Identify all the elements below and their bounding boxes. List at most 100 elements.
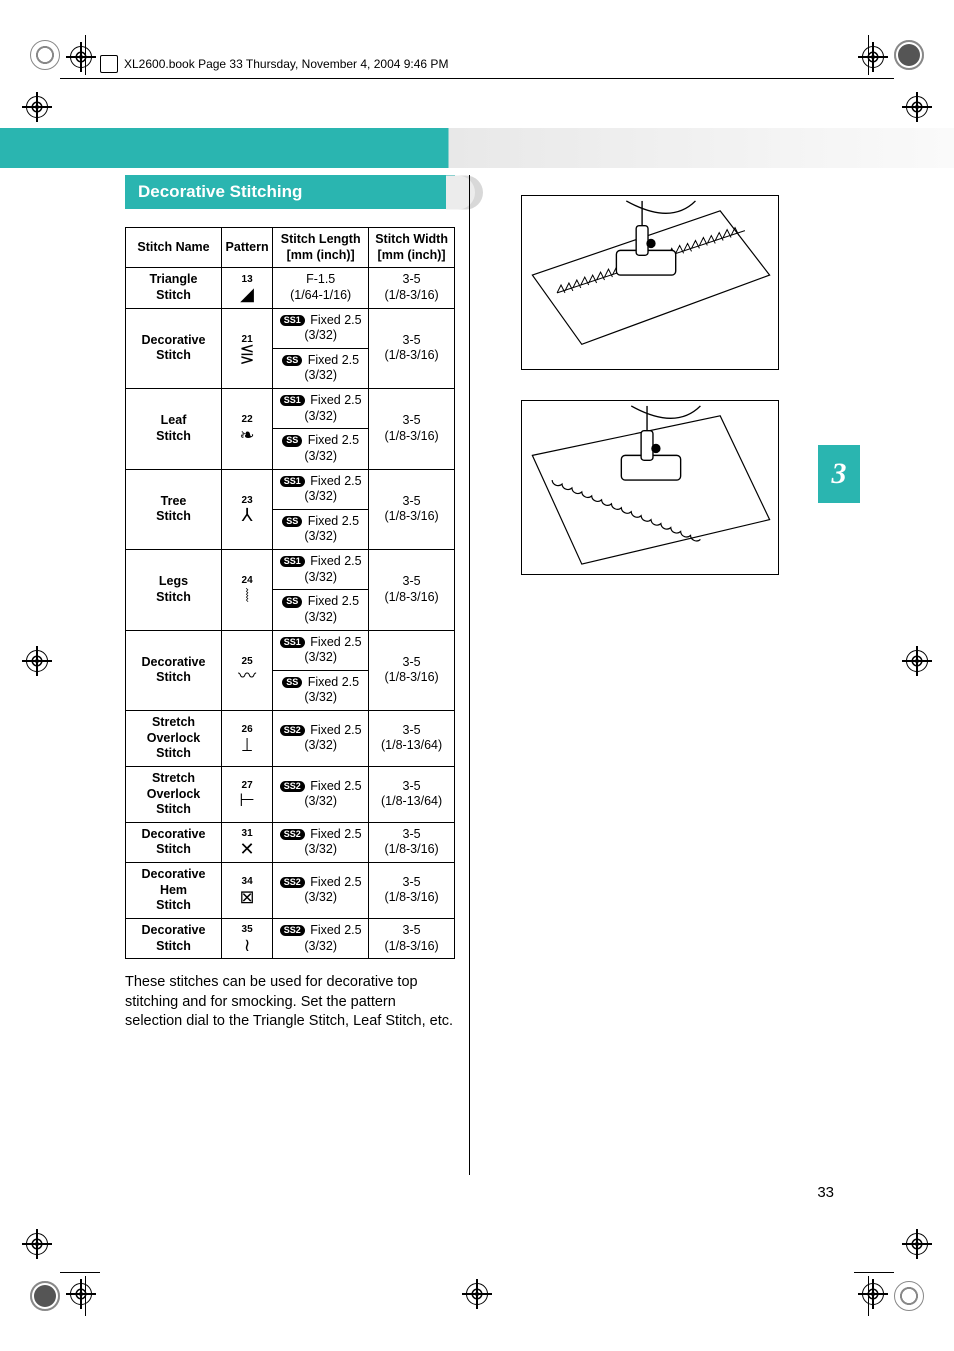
stitch-name: TreeStitch: [126, 469, 222, 550]
stitch-name: DecorativeStitch: [126, 822, 222, 862]
title-tail-icon: [446, 175, 486, 210]
length-cell: SS2 Fixed 2.5(3/32): [273, 918, 369, 958]
length-cell: SS1 Fixed 2.5(3/32): [273, 389, 369, 429]
table-row: DecorativeStitch31✕SS2 Fixed 2.5(3/32)3-…: [126, 822, 455, 862]
width-cell: 3-5(1/8-3/16): [369, 822, 455, 862]
pattern-cell: 31✕: [222, 822, 273, 862]
table-row: DecorativeStitch25〰SS1 Fixed 2.5(3/32)3-…: [126, 630, 455, 670]
registration-mark: [862, 1283, 884, 1305]
illustration-2: [521, 400, 779, 575]
length-cell: SS Fixed 2.5(3/32): [273, 590, 369, 630]
table-row: StretchOverlockStitch26⟘SS2 Fixed 2.5(3/…: [126, 711, 455, 767]
width-cell: 3-5(1/8-3/16): [369, 268, 455, 308]
trim-line: [85, 35, 86, 75]
header-text: XL2600.book Page 33 Thursday, November 4…: [124, 57, 448, 71]
width-cell: 3-5(1/8-13/64): [369, 711, 455, 767]
stitch-name: StretchOverlockStitch: [126, 766, 222, 822]
header-rule: [94, 78, 860, 79]
table-row: StretchOverlockStitch27⊢SS2 Fixed 2.5(3/…: [126, 766, 455, 822]
pattern-cell: 35≀: [222, 918, 273, 958]
trim-line: [868, 1276, 869, 1316]
registration-mark: [70, 1283, 92, 1305]
book-icon: [100, 55, 118, 73]
length-cell: SS Fixed 2.5(3/32): [273, 348, 369, 388]
registration-mark: [862, 46, 884, 68]
corner-mark: [30, 1281, 60, 1311]
width-cell: 3-5(1/8-13/64): [369, 766, 455, 822]
length-cell: SS Fixed 2.5(3/32): [273, 670, 369, 710]
illustration-1: [521, 195, 779, 370]
width-cell: 3-5(1/8-3/16): [369, 630, 455, 711]
stitch-name: DecorativeHemStitch: [126, 863, 222, 919]
registration-mark: [26, 1233, 48, 1255]
pattern-cell: 13◢: [222, 268, 273, 308]
stitch-name: StretchOverlockStitch: [126, 711, 222, 767]
length-cell: SS2 Fixed 2.5(3/32): [273, 822, 369, 862]
width-cell: 3-5(1/8-3/16): [369, 308, 455, 389]
page-content: Decorative Stitching Stitch Name Pattern…: [125, 175, 825, 1032]
col-width: Stitch Width [mm (inch)]: [369, 228, 455, 268]
length-cell: SS1 Fixed 2.5(3/32): [273, 630, 369, 670]
registration-mark: [26, 650, 48, 672]
stitch-name: DecorativeStitch: [126, 918, 222, 958]
width-cell: 3-5(1/8-3/16): [369, 863, 455, 919]
registration-mark: [906, 650, 928, 672]
pattern-cell: 23⅄: [222, 469, 273, 550]
width-cell: 3-5(1/8-3/16): [369, 918, 455, 958]
table-row: TreeStitch23⅄SS1 Fixed 2.5(3/32)3-5(1/8-…: [126, 469, 455, 509]
table-row: LeafStitch22❧SS1 Fixed 2.5(3/32)3-5(1/8-…: [126, 389, 455, 429]
registration-mark: [26, 96, 48, 118]
pattern-cell: 34⊠: [222, 863, 273, 919]
section-title-text: Decorative Stitching: [126, 176, 454, 208]
left-column: Decorative Stitching Stitch Name Pattern…: [125, 175, 455, 1032]
pattern-cell: 25〰: [222, 630, 273, 711]
pattern-cell: 26⟘: [222, 711, 273, 767]
trim-line: [854, 1272, 894, 1273]
table-row: LegsStitch24⦚SS1 Fixed 2.5(3/32)3-5(1/8-…: [126, 550, 455, 590]
corner-mark: [894, 40, 924, 70]
width-cell: 3-5(1/8-3/16): [369, 469, 455, 550]
chapter-tab: 3: [818, 445, 860, 503]
pattern-cell: 21⋚: [222, 308, 273, 389]
pattern-cell: 22❧: [222, 389, 273, 470]
stitch-table: Stitch Name Pattern Stitch Length [mm (i…: [125, 227, 455, 959]
length-cell: SS1 Fixed 2.5(3/32): [273, 308, 369, 348]
width-cell: 3-5(1/8-3/16): [369, 550, 455, 631]
trim-line: [60, 1272, 100, 1273]
table-row: DecorativeStitch35≀SS2 Fixed 2.5(3/32)3-…: [126, 918, 455, 958]
registration-mark: [70, 46, 92, 68]
right-column: 3: [485, 175, 815, 1032]
table-row: DecorativeStitch21⋚SS1 Fixed 2.5(3/32)3-…: [126, 308, 455, 348]
stitch-name: LegsStitch: [126, 550, 222, 631]
length-cell: SS Fixed 2.5(3/32): [273, 509, 369, 549]
stitch-name: DecorativeStitch: [126, 308, 222, 389]
registration-mark: [466, 1283, 488, 1305]
corner-mark: [894, 1281, 924, 1311]
length-cell: SS1 Fixed 2.5(3/32): [273, 550, 369, 590]
stitch-name: LeafStitch: [126, 389, 222, 470]
col-pattern: Pattern: [222, 228, 273, 268]
col-length: Stitch Length [mm (inch)]: [273, 228, 369, 268]
length-cell: SS2 Fixed 2.5(3/32): [273, 766, 369, 822]
page-header: XL2600.book Page 33 Thursday, November 4…: [100, 55, 448, 73]
trim-line: [85, 1276, 86, 1316]
length-cell: SS1 Fixed 2.5(3/32): [273, 469, 369, 509]
pattern-cell: 24⦚: [222, 550, 273, 631]
col-name: Stitch Name: [126, 228, 222, 268]
chapter-banner: [0, 128, 954, 168]
page-number: 33: [817, 1184, 834, 1201]
length-cell: SS2 Fixed 2.5(3/32): [273, 863, 369, 919]
stitch-name: TriangleStitch: [126, 268, 222, 308]
section-title: Decorative Stitching: [125, 175, 455, 209]
length-cell: F-1.5(1/64-1/16): [273, 268, 369, 308]
table-row: TriangleStitch13◢F-1.5(1/64-1/16)3-5(1/8…: [126, 268, 455, 308]
trim-line: [854, 78, 894, 79]
length-cell: SS2 Fixed 2.5(3/32): [273, 711, 369, 767]
table-row: DecorativeHemStitch34⊠SS2 Fixed 2.5(3/32…: [126, 863, 455, 919]
registration-mark: [906, 96, 928, 118]
corner-mark: [30, 40, 60, 70]
length-cell: SS Fixed 2.5(3/32): [273, 429, 369, 469]
pattern-cell: 27⊢: [222, 766, 273, 822]
trim-line: [868, 35, 869, 75]
chapter-number: 3: [832, 457, 847, 491]
